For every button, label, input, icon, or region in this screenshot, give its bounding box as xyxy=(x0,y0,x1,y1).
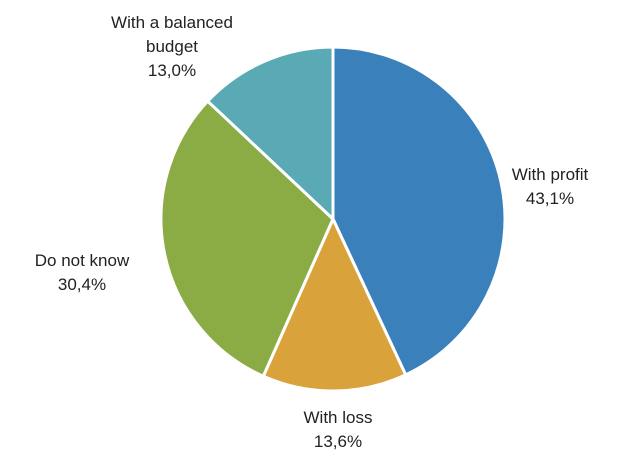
pie-labels: With profit 43,1% With loss 13,6% Do not kno… xyxy=(35,13,589,451)
slice-label-do-not-know-line-1: Do not know xyxy=(35,251,130,270)
pie-slice-with-profit xyxy=(331,45,507,377)
slice-label-with-a-balanced-budget-line-2: budget xyxy=(146,37,198,56)
pie-slice-with-a-balanced-budget xyxy=(206,45,335,221)
slice-value-with-a-balanced-budget: 13,0% xyxy=(148,61,196,80)
pie-slices xyxy=(159,45,507,393)
slice-label-with-loss-line-1: With loss xyxy=(304,408,373,427)
slice-label-with-a-balanced-budget-line-1: With a balanced xyxy=(111,13,233,32)
pie-slice-with-loss xyxy=(261,217,408,393)
pie-slice-do-not-know xyxy=(159,99,335,378)
slice-value-with-profit: 43,1% xyxy=(526,189,574,208)
slice-value-do-not-know: 30,4% xyxy=(58,275,106,294)
slice-value-with-loss: 13,6% xyxy=(314,432,362,451)
slice-label-with-profit-line-1: With profit xyxy=(512,165,589,184)
